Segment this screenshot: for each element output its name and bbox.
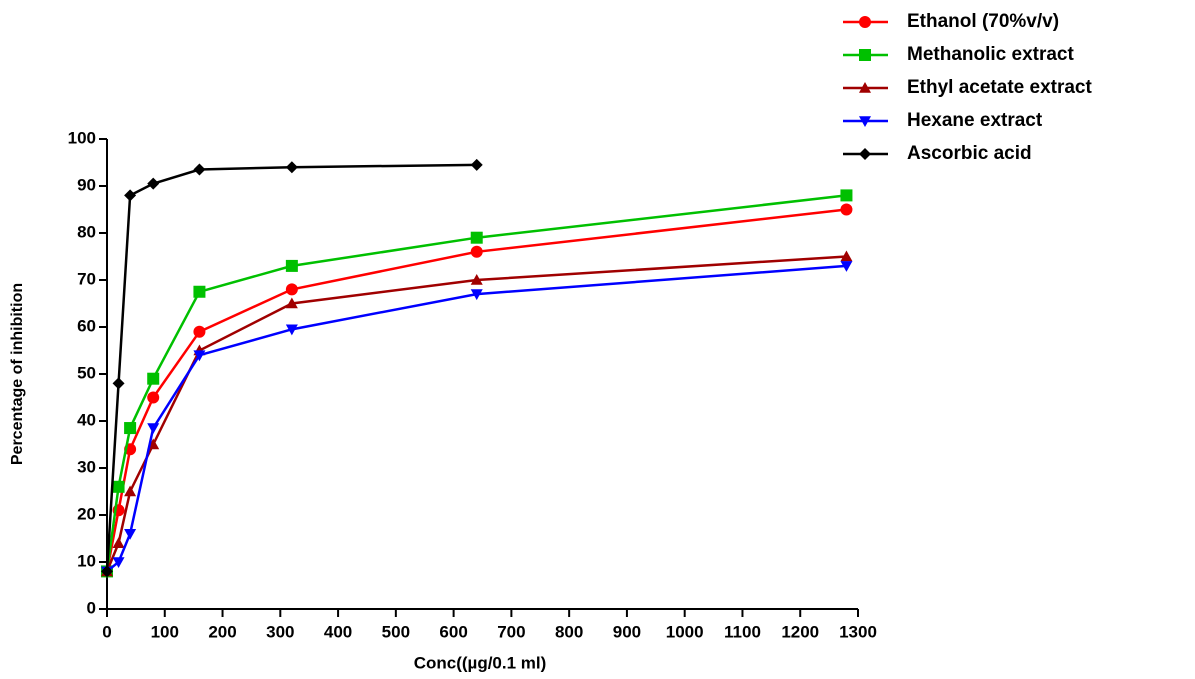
marker <box>859 16 871 28</box>
x-tick-label: 1300 <box>839 622 877 641</box>
y-tick-label: 0 <box>87 598 96 617</box>
marker <box>471 246 483 258</box>
marker <box>124 422 136 434</box>
marker <box>471 159 483 171</box>
x-tick-label: 200 <box>208 622 236 641</box>
x-tick-label: 500 <box>382 622 410 641</box>
x-axis-label: Conc((µg/0.1 ml) <box>414 653 547 672</box>
y-tick-label: 10 <box>77 551 96 570</box>
x-tick-label: 1200 <box>781 622 819 641</box>
marker <box>147 392 159 404</box>
y-tick-label: 50 <box>77 363 96 382</box>
marker <box>193 326 205 338</box>
legend-label: Methanolic extract <box>907 44 1074 65</box>
series-line <box>107 257 846 572</box>
legend: Ethanol (70%v/v) Methanolic extract Ethyl … <box>843 11 1092 164</box>
chart: Conc((µg/0.1 ml) Percentage of inhibitio… <box>0 0 1195 679</box>
x-tick-label: 100 <box>151 622 179 641</box>
y-tick-label: 40 <box>77 410 96 429</box>
legend-label: Ascorbic acid <box>907 143 1032 164</box>
x-tick-label: 900 <box>613 622 641 641</box>
legend-label: Hexane extract <box>907 110 1043 131</box>
marker <box>471 232 483 244</box>
legend-label: Ethyl acetate extract <box>907 77 1092 98</box>
x-tick-label: 700 <box>497 622 525 641</box>
y-axis-label: Percentage of inhibition <box>9 283 26 465</box>
y-tick-label: 20 <box>77 504 96 523</box>
marker <box>286 161 298 173</box>
marker <box>193 286 205 298</box>
y-tick-label: 60 <box>77 316 96 335</box>
x-tick-label: 800 <box>555 622 583 641</box>
marker <box>286 283 298 295</box>
x-tick-label: 0 <box>102 622 111 641</box>
x-tick-label: 400 <box>324 622 352 641</box>
x-tick-label: 1000 <box>666 622 704 641</box>
x-tick-label: 600 <box>439 622 467 641</box>
series-line <box>107 165 477 572</box>
marker <box>859 148 871 160</box>
marker <box>124 529 136 540</box>
y-tick-label: 80 <box>77 222 96 241</box>
marker <box>193 164 205 176</box>
marker <box>113 377 125 389</box>
marker <box>840 204 852 216</box>
marker <box>124 486 136 497</box>
legend-label: Ethanol (70%v/v) <box>907 11 1059 32</box>
marker <box>147 178 159 190</box>
marker <box>113 481 125 493</box>
y-tick-label: 100 <box>68 128 96 147</box>
marker <box>147 423 159 434</box>
x-tick-label: 1100 <box>724 622 761 641</box>
marker <box>286 260 298 272</box>
y-tick-label: 90 <box>77 175 96 194</box>
marker <box>124 189 136 201</box>
x-tick-label: 300 <box>266 622 294 641</box>
marker <box>859 49 871 61</box>
marker <box>147 373 159 385</box>
y-tick-label: 70 <box>77 269 96 288</box>
y-tick-label: 30 <box>77 457 96 476</box>
series-line <box>107 266 846 572</box>
marker <box>840 189 852 201</box>
